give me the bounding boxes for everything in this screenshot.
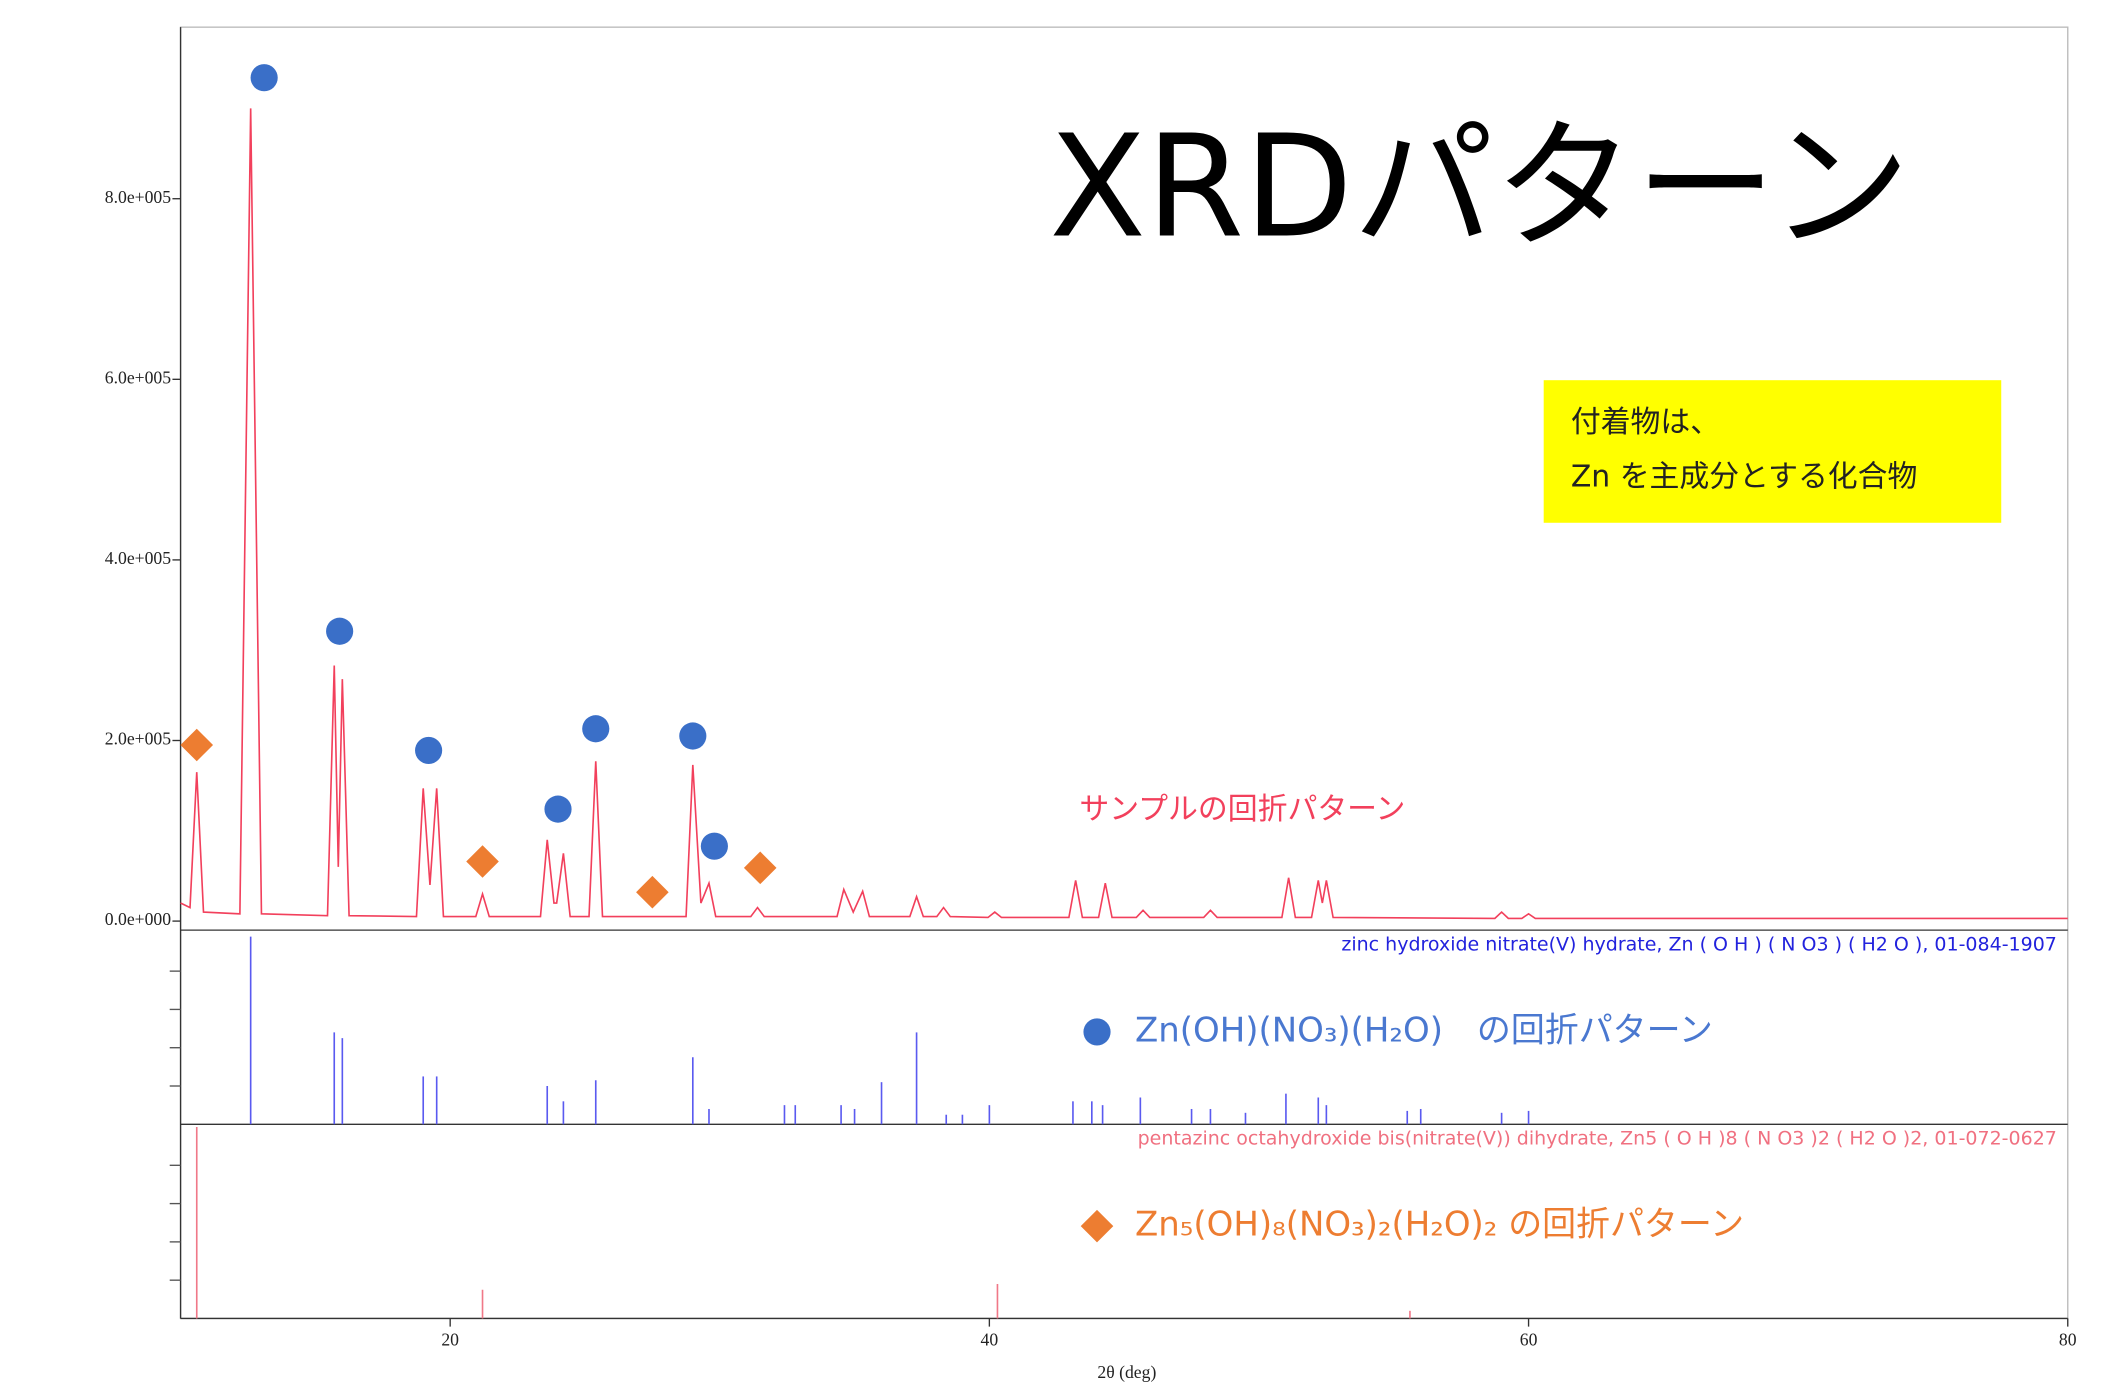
peak-marker xyxy=(326,617,354,645)
reference-name: pentazinc octahydroxide bis(nitrate(V)) … xyxy=(1138,1128,2057,1150)
y-tick-label: 0.0e+000 xyxy=(105,909,171,929)
peak-marker xyxy=(679,722,707,750)
legend-label: Zn₅(OH)₈(NO₃)₂(H₂O)₂ の回折パターン xyxy=(1135,1205,1744,1245)
annotation-text: 付着物は、 xyxy=(1571,405,1720,440)
peak-marker xyxy=(636,875,669,909)
y-tick-label: 6.0e+005 xyxy=(105,367,171,387)
annotation-text: Zn を主成分とする化合物 xyxy=(1571,459,1918,494)
series-label: サンプルの回折パターン xyxy=(1079,792,1405,827)
annotation-box xyxy=(1543,380,2002,523)
peak-marker xyxy=(743,851,777,885)
peak-marker xyxy=(582,715,610,743)
chart-title: XRDパターン xyxy=(1049,105,1910,269)
x-tick-label: 40 xyxy=(981,1330,999,1350)
peak-marker xyxy=(415,736,443,765)
legend-marker xyxy=(1080,1209,1114,1243)
peak-marker xyxy=(466,845,499,878)
peak-marker xyxy=(544,795,572,823)
sample-line xyxy=(180,108,2068,920)
legend-marker xyxy=(1083,1018,1111,1046)
x-axis-label: 2θ (deg) xyxy=(1097,1362,1156,1382)
reference-name: zinc hydroxide nitrate(V) hydrate, Zn ( … xyxy=(1341,934,2057,956)
peak-marker xyxy=(250,64,278,92)
y-tick-label: 4.0e+005 xyxy=(105,548,171,568)
legend-label: Zn(OH)(NO₃)(H₂O) の回折パターン xyxy=(1135,1010,1713,1050)
y-tick-label: 8.0e+005 xyxy=(105,187,171,207)
peak-marker xyxy=(180,728,214,762)
peak-marker xyxy=(700,832,728,860)
x-tick-label: 60 xyxy=(1520,1330,1538,1350)
x-tick-label: 20 xyxy=(441,1330,459,1350)
y-tick-label: 2.0e+005 xyxy=(105,729,171,749)
x-tick-label: 80 xyxy=(2059,1330,2077,1350)
